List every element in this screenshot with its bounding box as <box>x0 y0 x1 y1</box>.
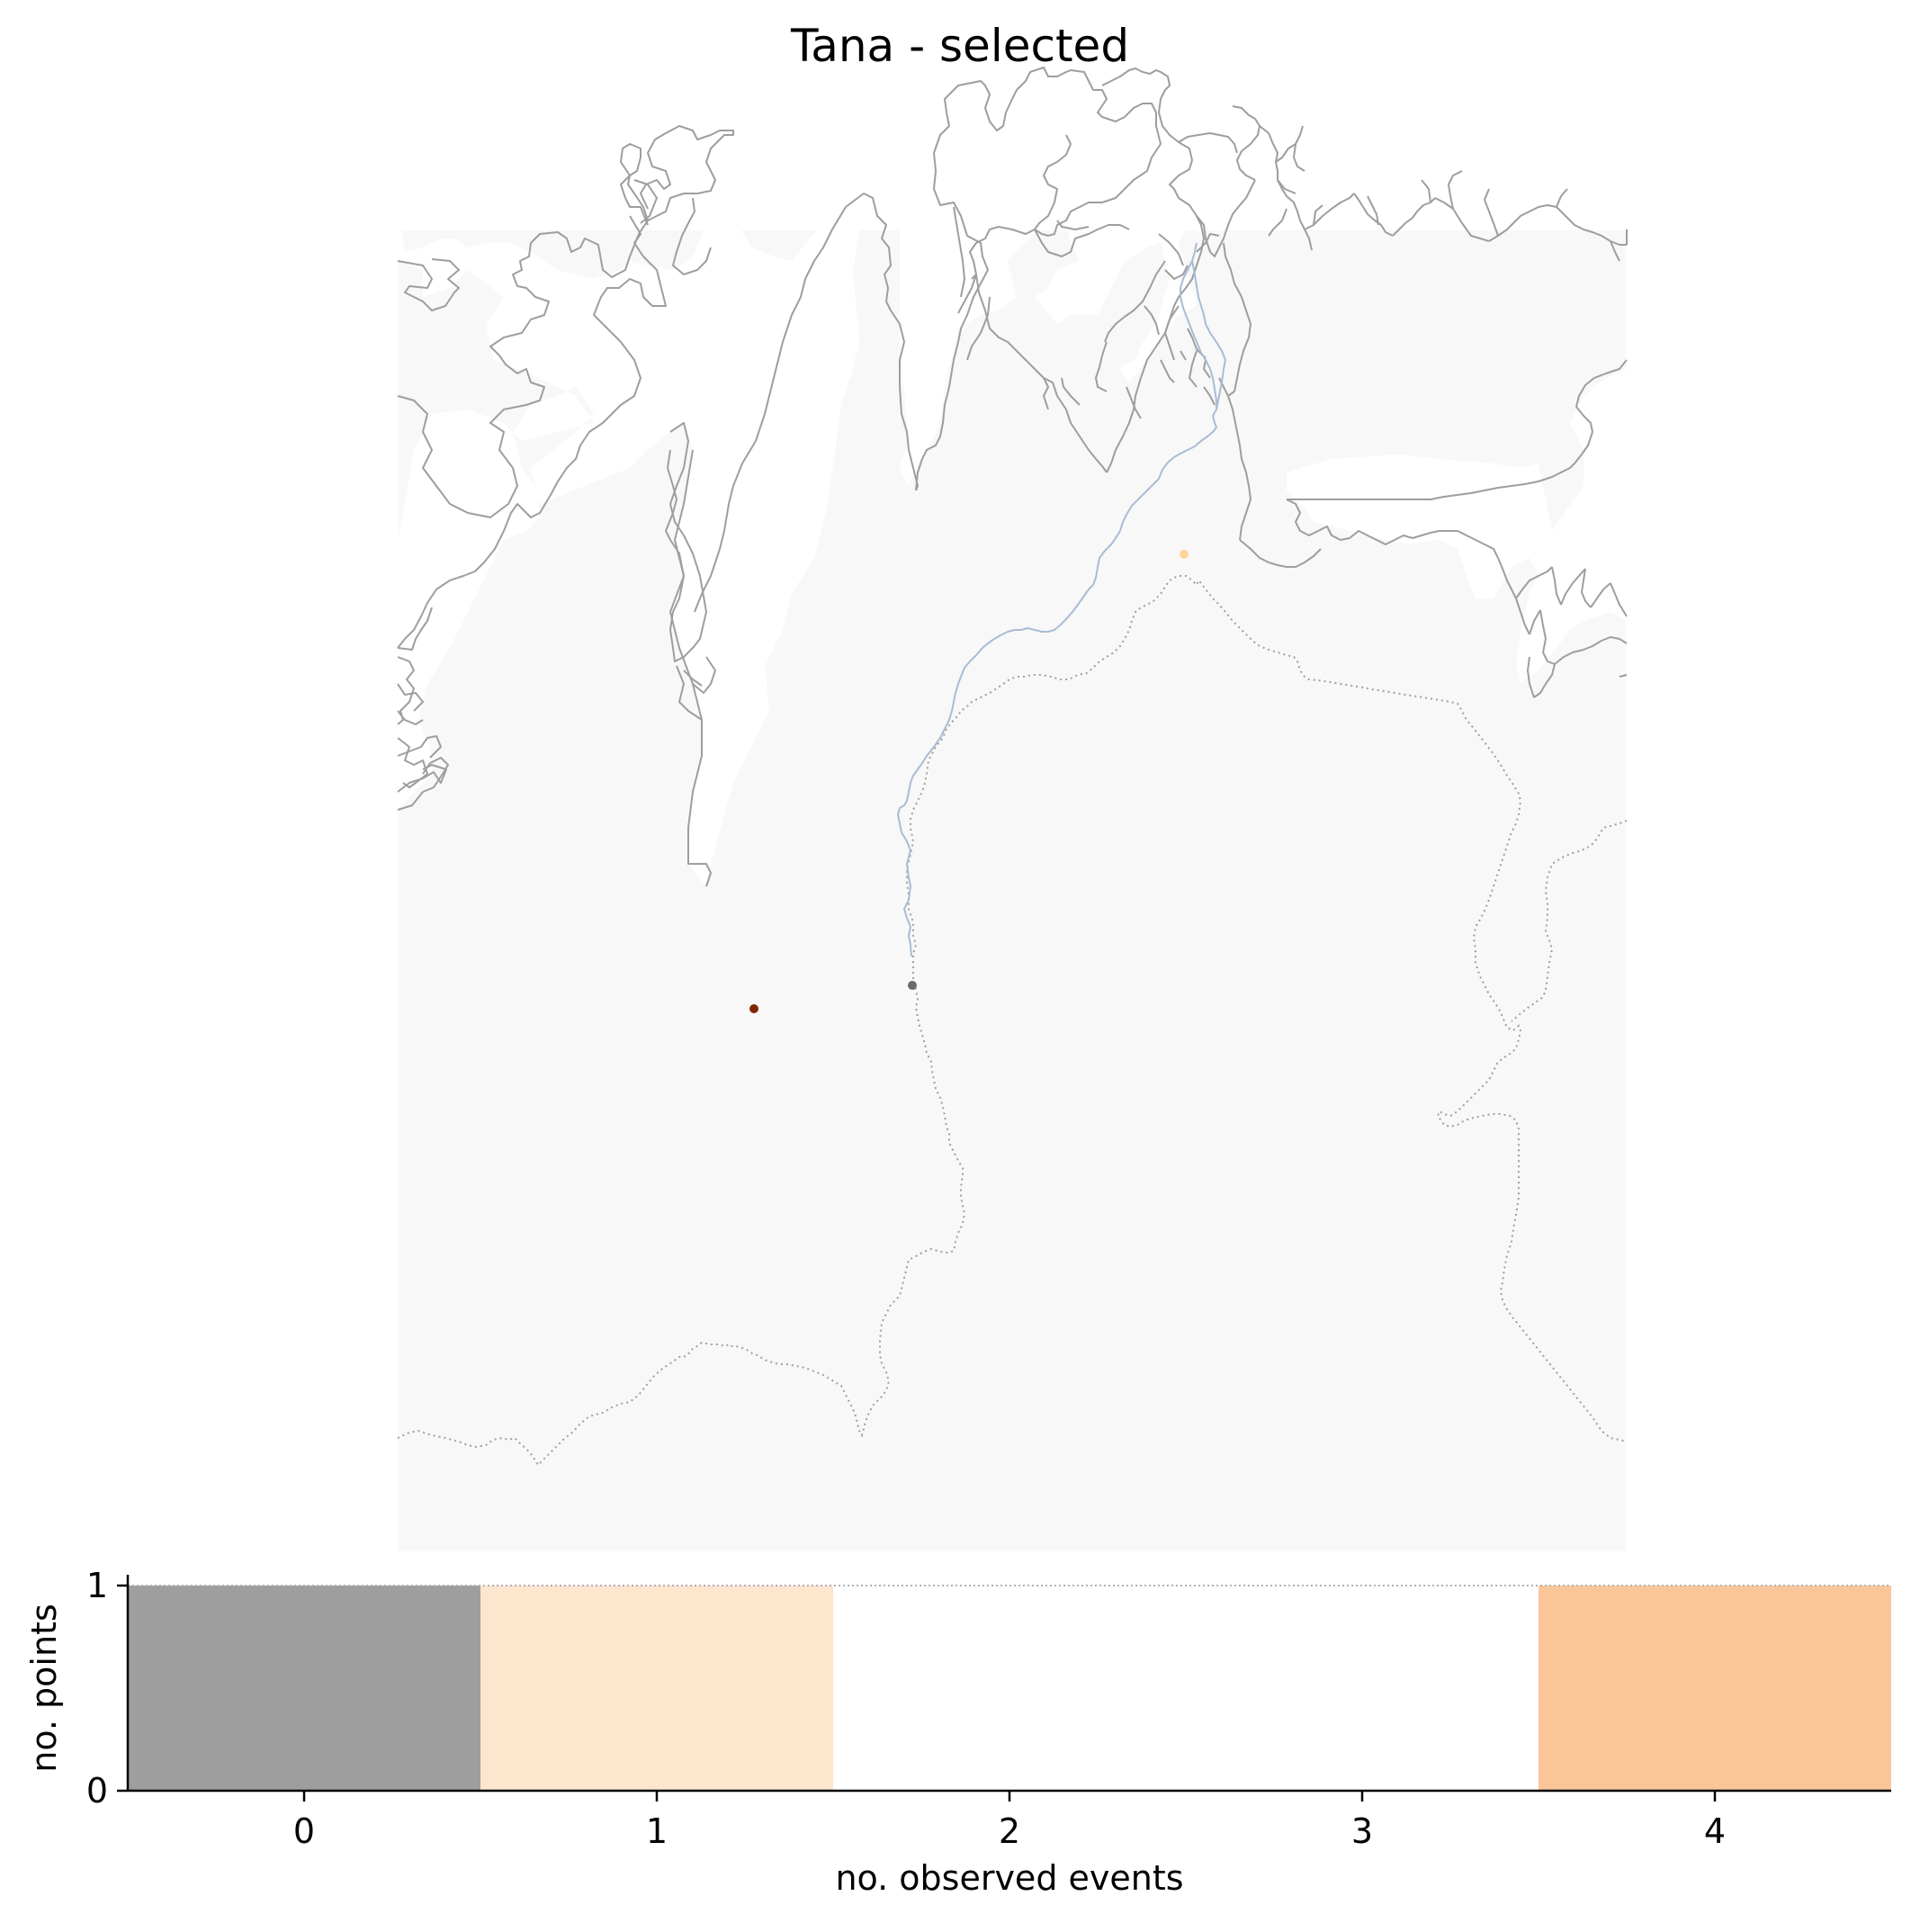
map-title: Tana - selected <box>790 20 1129 72</box>
coastline <box>397 67 1628 887</box>
x-tick-label: 1 <box>646 1811 668 1851</box>
x-tick-label: 0 <box>293 1811 315 1851</box>
x-axis-label: no. observed events <box>835 1858 1183 1898</box>
bar-1 <box>480 1586 833 1791</box>
x-tick-label: 3 <box>1351 1811 1373 1851</box>
point-brown[interactable] <box>749 1004 758 1013</box>
sea-east <box>1287 230 1627 684</box>
national-border-east <box>1511 820 1628 1022</box>
x-ticks: 0 1 2 3 4 <box>293 1791 1726 1851</box>
sea-region <box>398 70 1260 886</box>
bar-0 <box>128 1586 480 1791</box>
y-ticks: 01 <box>86 1566 128 1811</box>
bar-4 <box>1539 1586 1891 1791</box>
y-tick-label: 1 <box>86 1566 108 1605</box>
point-gray[interactable] <box>908 981 917 990</box>
river-branch <box>1191 260 1227 410</box>
map-panel <box>397 67 1628 1551</box>
point-orange[interactable] <box>1180 550 1189 559</box>
national-border <box>397 575 1628 1467</box>
y-tick-label: 0 <box>86 1771 108 1811</box>
x-tick-label: 4 <box>1704 1811 1726 1851</box>
bars <box>128 1586 1891 1791</box>
x-tick-label: 2 <box>999 1811 1020 1851</box>
y-axis-label: no. points <box>24 1604 64 1773</box>
